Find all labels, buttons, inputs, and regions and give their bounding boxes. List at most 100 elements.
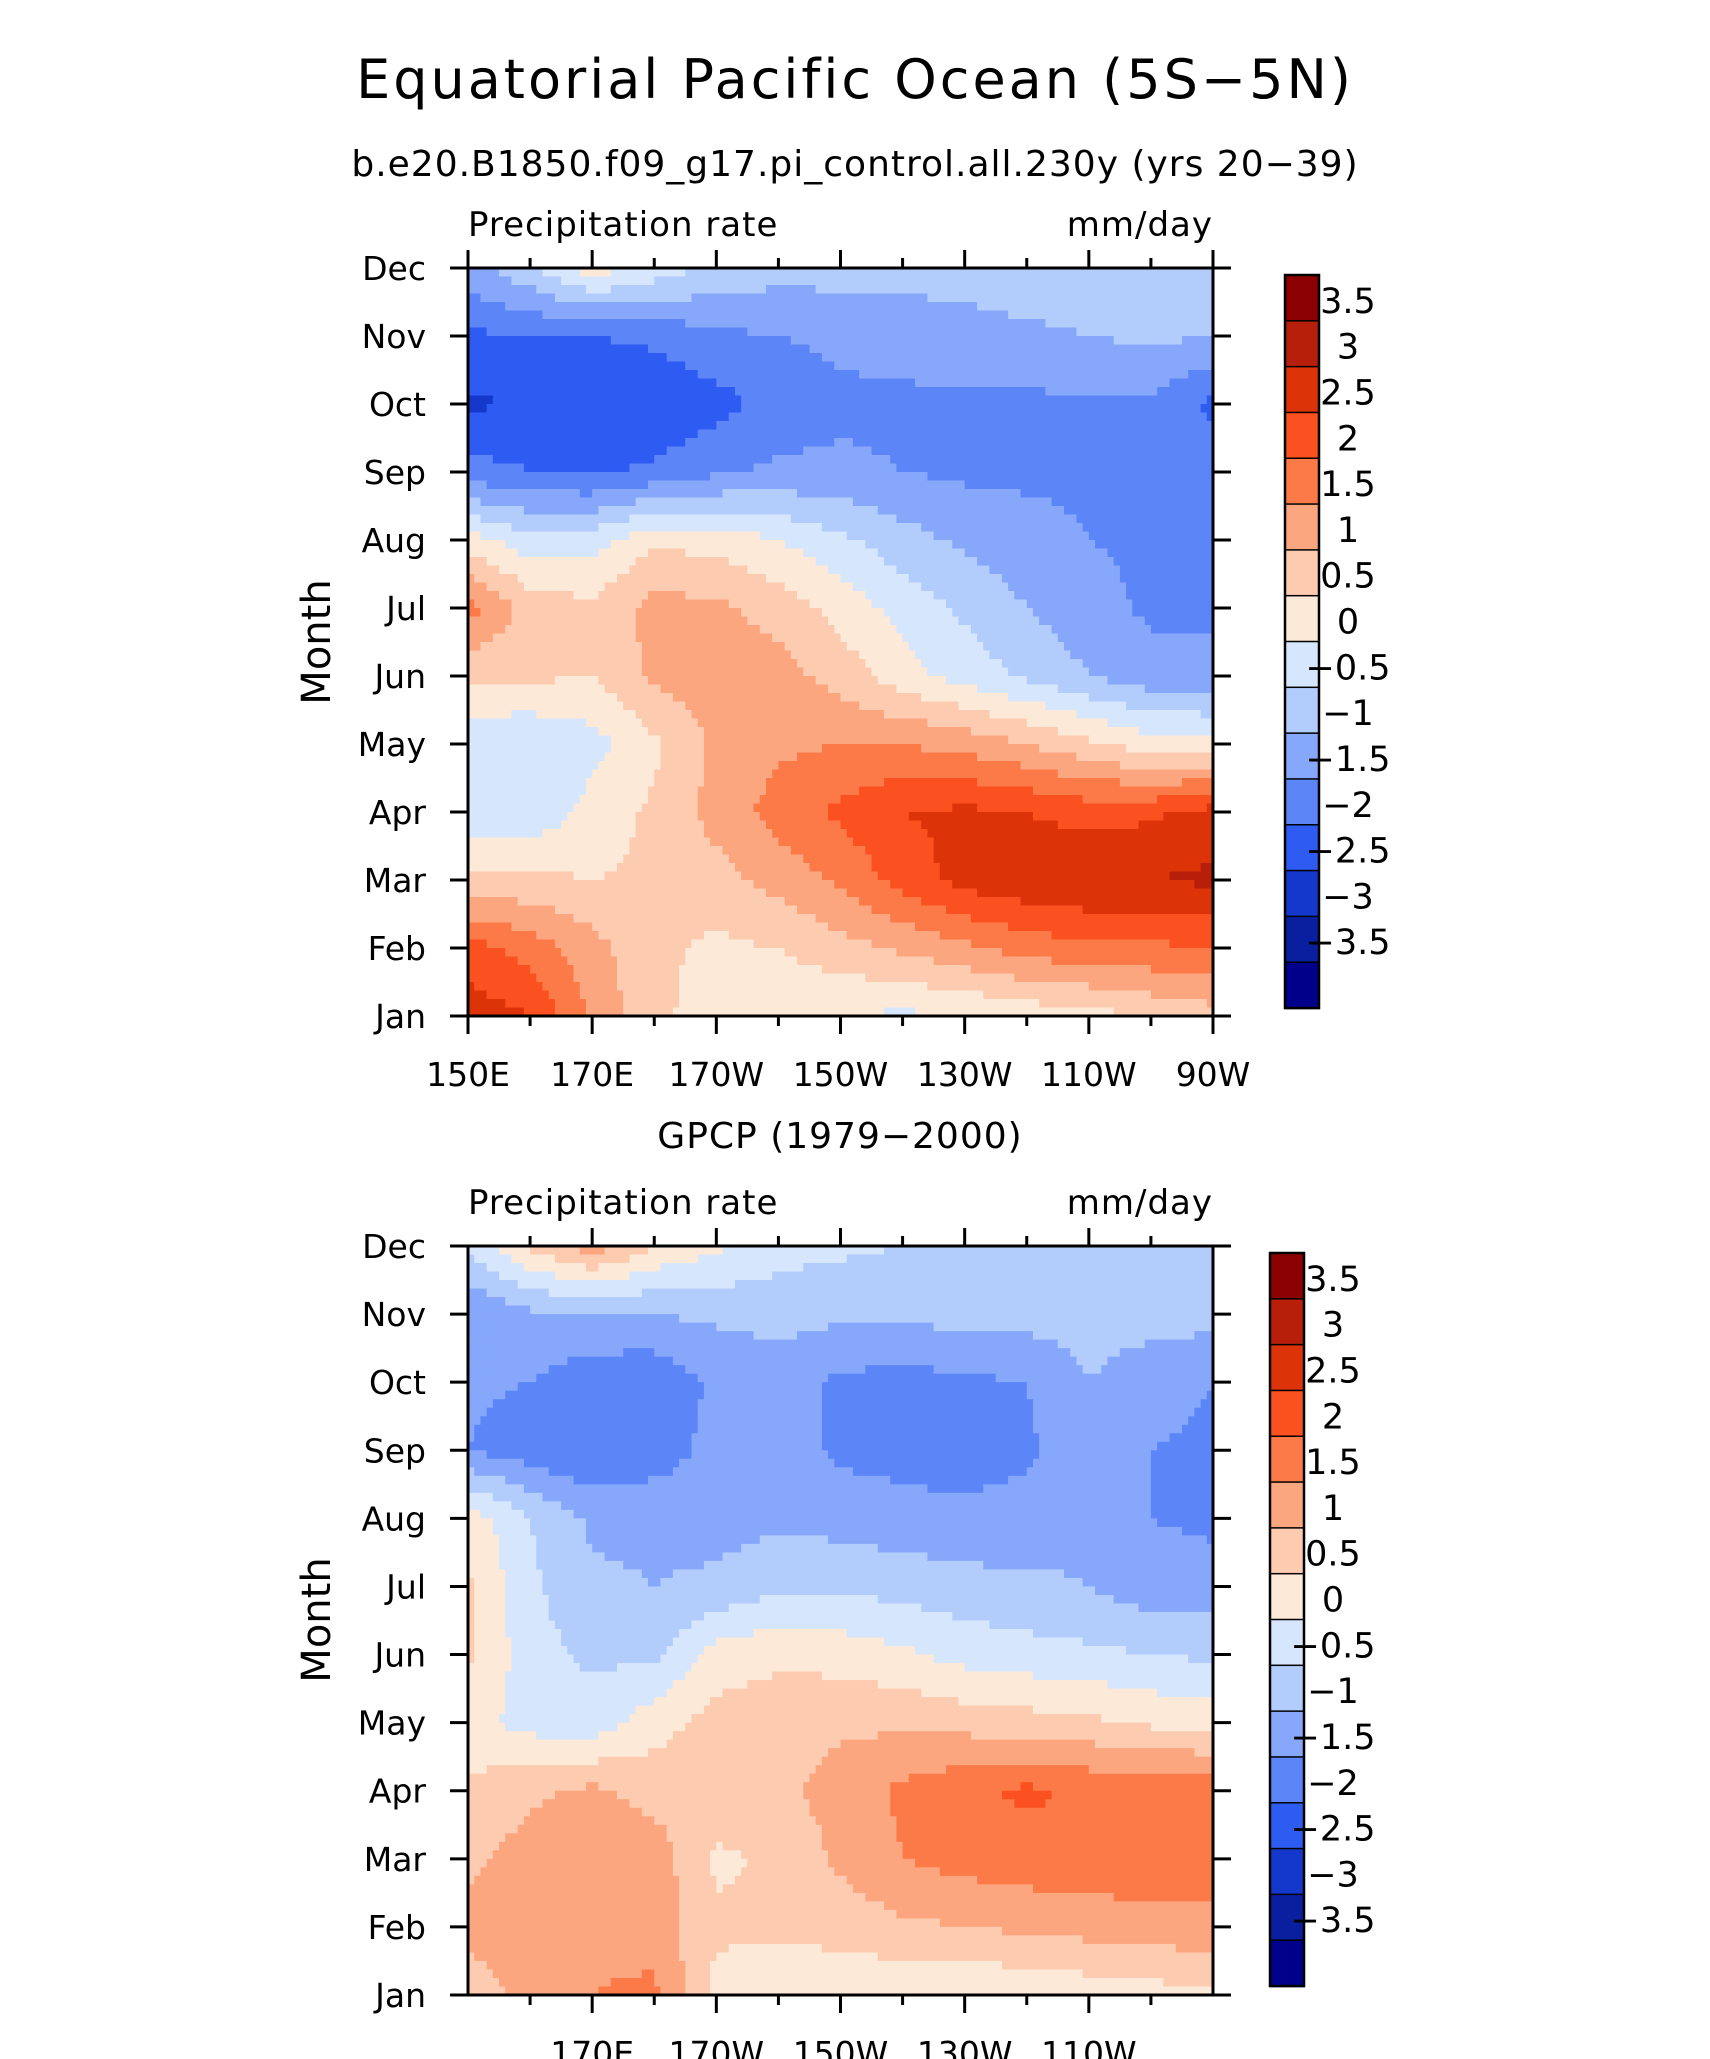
contour-cell — [660, 735, 705, 745]
contour-cell — [908, 642, 985, 652]
contour-cell — [977, 1875, 1214, 1886]
contour-cell — [703, 1611, 954, 1622]
contour-cell — [468, 1552, 500, 1562]
contour-cell — [1101, 1365, 1214, 1375]
contour-cell — [660, 684, 829, 694]
contour-cell — [499, 1841, 674, 1852]
contour-cell — [772, 455, 891, 465]
contour-cell — [828, 1858, 916, 1869]
contour-cell — [778, 761, 1022, 771]
contour-cell — [468, 514, 482, 524]
contour-cell — [797, 956, 935, 966]
contour-cell — [517, 574, 618, 584]
contour-cell — [511, 616, 637, 626]
contour-cell — [610, 1977, 656, 1988]
contour-cell — [741, 871, 823, 881]
contour-cell — [821, 1841, 904, 1852]
contour-cell — [797, 905, 873, 915]
contour-cell — [1032, 1416, 1189, 1426]
contour-cell — [840, 574, 910, 584]
contour-cell — [821, 523, 923, 533]
contour-cell — [952, 803, 978, 813]
contour-cell — [1082, 1365, 1103, 1375]
contour-cell — [468, 914, 575, 924]
contour-cell — [685, 701, 860, 711]
contour-cell — [1001, 1960, 1214, 1971]
contour-cell — [505, 1629, 562, 1639]
contour-cell — [468, 1824, 519, 1835]
contour-cell — [828, 684, 898, 694]
contour-cell — [821, 1433, 1040, 1443]
contour-cell — [561, 276, 656, 286]
contour-cell — [598, 931, 705, 941]
contour-cell — [635, 820, 705, 830]
x-tick-label: 170W — [669, 1055, 765, 1094]
contour-cell — [468, 1977, 500, 1988]
contour-cell — [840, 820, 923, 830]
contour-cell — [523, 1816, 656, 1826]
contour-cell — [1008, 667, 1090, 677]
contour-cell — [1107, 676, 1214, 686]
colorbar-label: −1 — [1322, 694, 1374, 734]
colorbar-frame — [1283, 273, 1321, 1010]
contour-cell — [486, 1407, 699, 1418]
contour-cell — [958, 701, 1047, 711]
contour-cell — [610, 285, 767, 295]
contour-cell — [685, 1960, 711, 1971]
contour-cell — [970, 625, 1053, 635]
contour-cell — [635, 616, 749, 626]
contour-cell — [803, 446, 873, 456]
contour-cell — [660, 752, 705, 762]
contour-cell — [486, 557, 637, 567]
contour-cell — [883, 608, 954, 618]
contour-cell — [468, 1297, 507, 1307]
contour-cell — [623, 1560, 705, 1571]
contour-cell — [679, 1901, 885, 1911]
contour-cell — [1169, 871, 1214, 881]
contour-cell — [679, 1458, 836, 1469]
contour-cell — [1057, 633, 1214, 643]
contour-cell — [821, 965, 972, 975]
contour-cell — [883, 1637, 1084, 1647]
colorbar-box — [1269, 1435, 1305, 1484]
contour-cell — [1001, 1926, 1214, 1937]
contour-cell — [629, 531, 761, 541]
corner-label-right-model: mm/day — [1067, 205, 1213, 245]
colorbar-gpcp: 3.5 3 2.5 2 1.5 1 0.5 0 −0.5 −1 −1.5 −2 −2.5 −3 −3.5 — [1268, 1251, 1376, 1988]
contour-cell — [468, 667, 643, 677]
contour-cell — [610, 735, 662, 745]
figure-subtitle: b.e20.B1850.f09_g17.pi_control.all.230y … — [351, 144, 1358, 185]
contour-cell — [821, 608, 885, 618]
contour-cell — [468, 1535, 500, 1545]
contour-cell — [598, 1263, 662, 1273]
contour-cell — [554, 939, 612, 949]
contour-cell — [728, 599, 811, 609]
contour-cell — [1113, 557, 1214, 567]
contour-cell — [809, 1773, 910, 1784]
contour-cell — [679, 1875, 718, 1886]
contour-cell — [474, 1637, 513, 1647]
colorbar-label: −3 — [1322, 877, 1374, 917]
contour-cell — [654, 1977, 687, 1988]
contour-cell — [660, 1577, 1084, 1588]
contour-cell — [728, 931, 848, 941]
contour-cell — [1008, 310, 1214, 320]
contour-cell — [815, 1816, 898, 1826]
contour-cell — [766, 285, 817, 295]
contour-cell — [1206, 1390, 1214, 1400]
contour-cell — [871, 905, 947, 915]
contour-cell — [1206, 999, 1214, 1009]
contour-cell — [970, 727, 1059, 737]
x-tick-label: 130W — [917, 2034, 1013, 2059]
contour-cell — [846, 1875, 978, 1886]
contour-cell — [1206, 1535, 1214, 1545]
contour-cell — [511, 710, 538, 720]
contour-cell — [492, 455, 656, 465]
contour-cell — [703, 1560, 985, 1571]
contour-cell — [468, 1254, 476, 1264]
contour-cell — [1150, 1722, 1214, 1732]
contour-cell — [468, 965, 531, 975]
contour-cell — [598, 523, 823, 533]
contour-cell — [685, 319, 1047, 329]
contour-cell — [660, 744, 705, 754]
